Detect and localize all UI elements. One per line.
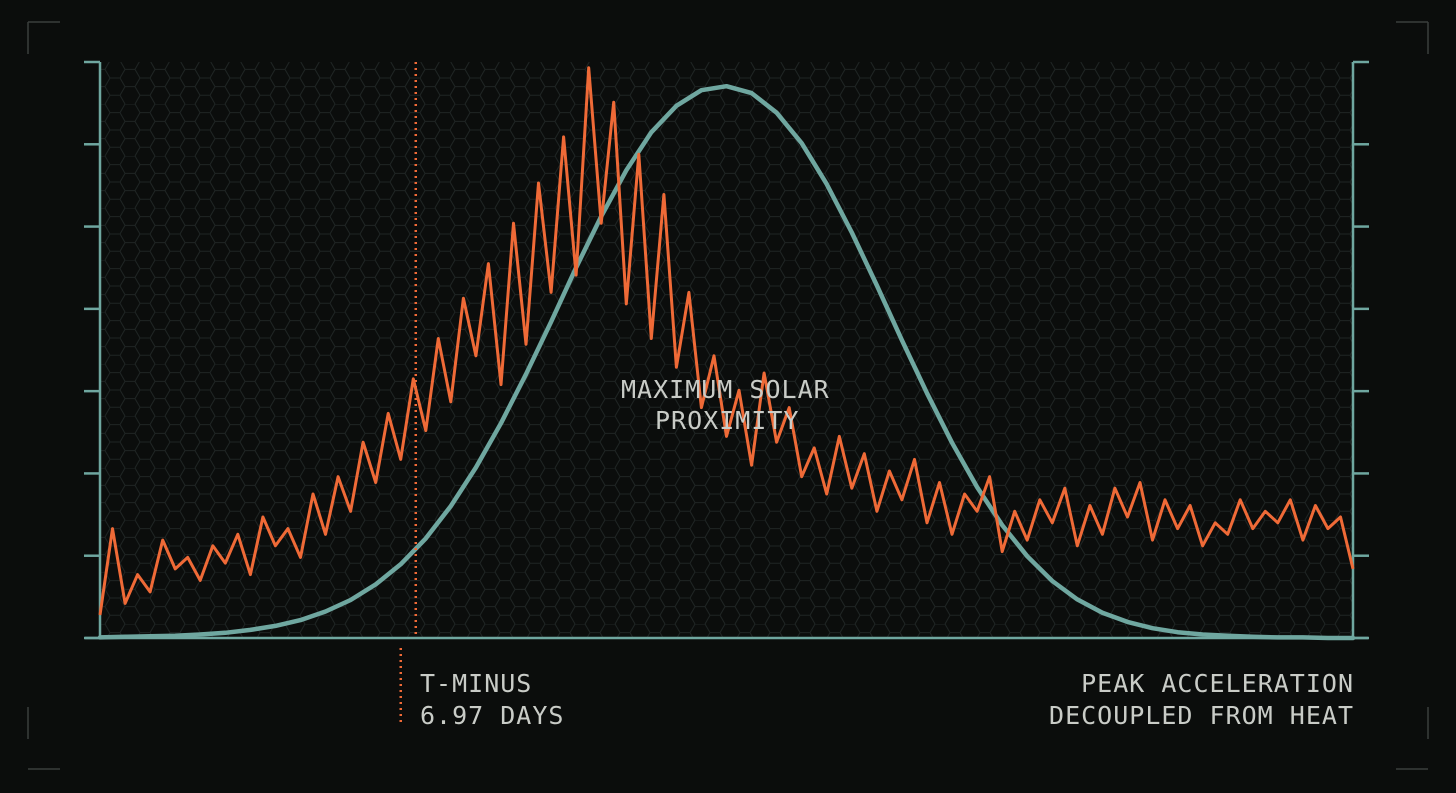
chart-frame [84, 60, 1369, 640]
series-spike-line [98, 66, 1355, 616]
annotation-center-line1: MAXIMUM SOLAR [621, 375, 830, 404]
marker-label-line2: 6.97 DAYS [420, 701, 565, 730]
marker-label-line1: T-MINUS [420, 669, 533, 698]
annotation-right-line2: DECOUPLED FROM HEAT [1049, 701, 1354, 730]
annotation-center-line2: PROXIMITY [655, 406, 800, 435]
corner-marks [27, 21, 1429, 770]
annotation-right-line1: PEAK ACCELERATION [1081, 669, 1354, 698]
series-curve-line [97, 83, 1356, 641]
hex-grid [100, 62, 1353, 638]
chart-marks [97, 62, 1356, 722]
